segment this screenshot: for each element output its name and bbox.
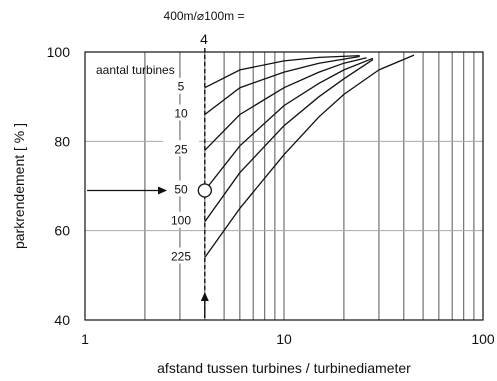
x-tick-label: 100 xyxy=(471,331,495,347)
annotation-layer: 400m/⌀100m = 4 aantal turbines xyxy=(87,9,244,320)
series-label-bg xyxy=(163,104,199,121)
series-label: 5 xyxy=(178,80,185,94)
series-label-bg xyxy=(163,247,199,264)
legend-title: aantal turbines xyxy=(96,63,175,77)
y-tick-label: 40 xyxy=(54,312,70,328)
result-arrow-head xyxy=(158,186,167,195)
ticks-layer: 1 10 100 40 60 80 100 xyxy=(47,44,495,347)
series-curve xyxy=(204,55,360,116)
plot-frame xyxy=(84,51,484,321)
highlight-point xyxy=(197,183,212,198)
x-tick-label: 10 xyxy=(276,331,292,347)
series-layer: 5 10 25 50 100 225 xyxy=(163,54,415,264)
marker-label-line1: 400m/⌀100m = xyxy=(164,9,245,23)
series-curve xyxy=(204,57,374,191)
series-curve xyxy=(204,54,360,89)
series-label: 50 xyxy=(174,182,188,196)
series-curve xyxy=(204,54,415,258)
y-tick-label: 60 xyxy=(54,223,70,239)
series-label-bg xyxy=(163,140,199,157)
series-label: 10 xyxy=(174,107,188,121)
y-axis-title: parkrendement [ % ] xyxy=(11,123,27,249)
marker-label-line2: 4 xyxy=(200,31,208,47)
input-arrow-head xyxy=(200,292,209,301)
series-label-bg xyxy=(163,180,199,197)
series-curve xyxy=(204,59,374,223)
y-tick-label: 80 xyxy=(54,133,70,149)
series-label: 100 xyxy=(171,214,191,228)
series-label: 25 xyxy=(174,142,188,156)
x-tick-label: 1 xyxy=(81,331,89,347)
series-label-bg xyxy=(163,77,199,94)
series-curve xyxy=(204,57,367,151)
series-label: 225 xyxy=(171,249,191,263)
x-axis-title: afstand tussen turbines / turbinediamete… xyxy=(157,360,411,376)
y-tick-label: 100 xyxy=(47,44,71,60)
grid-layer xyxy=(85,52,483,320)
series-label-bg xyxy=(163,211,199,228)
